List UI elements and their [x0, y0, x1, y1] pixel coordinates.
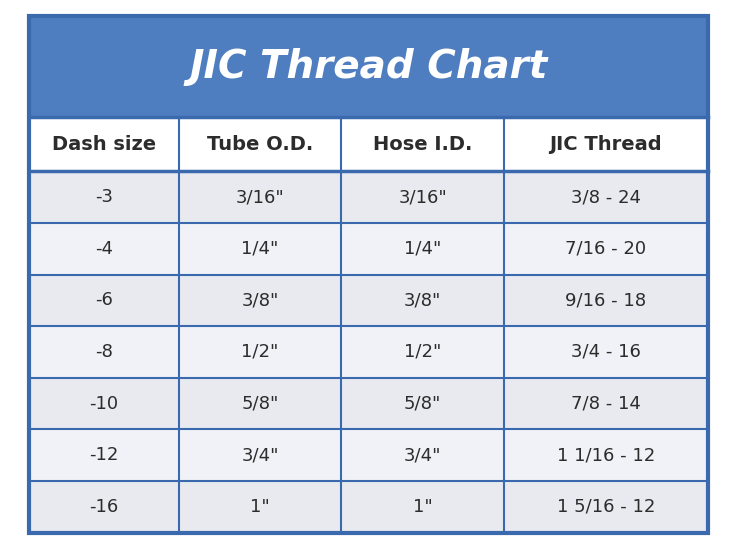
Text: Dash size: Dash size: [52, 135, 156, 154]
Text: 3/16": 3/16": [399, 188, 447, 206]
Text: 1": 1": [250, 498, 270, 516]
Text: 3/4 - 16: 3/4 - 16: [571, 343, 640, 361]
Bar: [29, 171, 708, 223]
Text: 3/4": 3/4": [404, 446, 441, 464]
Bar: [29, 481, 708, 533]
Text: 3/16": 3/16": [236, 188, 284, 206]
Text: -4: -4: [95, 240, 113, 257]
Bar: [29, 16, 708, 117]
Text: 7/8 - 14: 7/8 - 14: [571, 395, 640, 412]
Text: Tube O.D.: Tube O.D.: [207, 135, 313, 154]
Text: -10: -10: [89, 395, 119, 412]
Bar: [29, 429, 708, 481]
Bar: [29, 223, 708, 274]
Text: 3/4": 3/4": [241, 446, 279, 464]
Text: 3/8 - 24: 3/8 - 24: [571, 188, 640, 206]
Text: 3/8": 3/8": [241, 292, 279, 309]
Text: -6: -6: [95, 292, 113, 309]
Text: 7/16 - 20: 7/16 - 20: [565, 240, 646, 257]
Text: JIC Thread: JIC Thread: [550, 135, 662, 154]
Text: 1/4": 1/4": [404, 240, 441, 257]
Text: 9/16 - 18: 9/16 - 18: [565, 292, 646, 309]
Text: Hose I.D.: Hose I.D.: [373, 135, 472, 154]
Bar: [29, 274, 708, 326]
Text: -12: -12: [89, 446, 119, 464]
Text: 5/8": 5/8": [241, 395, 279, 412]
Text: JIC Thread Chart: JIC Thread Chart: [189, 48, 548, 86]
Text: -8: -8: [95, 343, 113, 361]
Bar: [29, 378, 708, 429]
Text: -3: -3: [95, 188, 113, 206]
Text: 1 1/16 - 12: 1 1/16 - 12: [556, 446, 655, 464]
Bar: [29, 326, 708, 378]
Text: 1 5/16 - 12: 1 5/16 - 12: [556, 498, 655, 516]
Text: 1/4": 1/4": [241, 240, 279, 257]
Text: 5/8": 5/8": [404, 395, 441, 412]
Text: 1/2": 1/2": [241, 343, 279, 361]
Bar: [29, 117, 708, 171]
Text: 3/8": 3/8": [404, 292, 441, 309]
Text: -16: -16: [89, 498, 119, 516]
Text: 1/2": 1/2": [404, 343, 441, 361]
Text: 1": 1": [413, 498, 433, 516]
